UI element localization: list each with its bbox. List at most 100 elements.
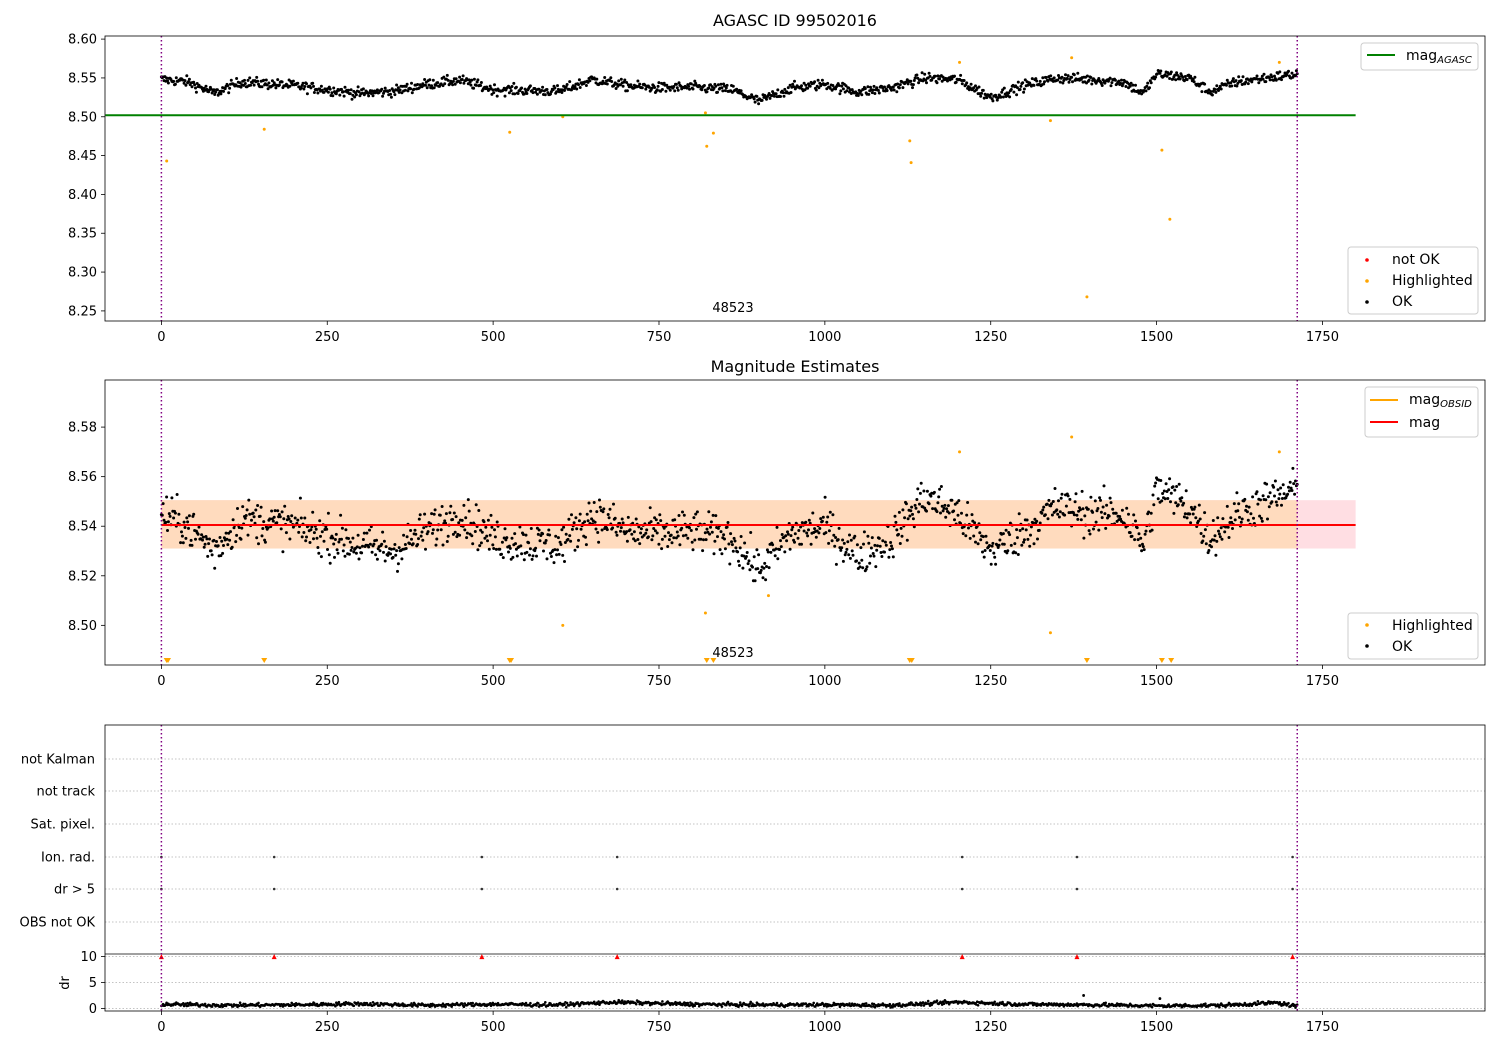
estimates-ok-point	[1105, 503, 1109, 507]
estimates-ok-point	[340, 526, 344, 530]
estimates-ok-point	[693, 538, 697, 542]
estimates-ok-point	[726, 521, 730, 524]
agasc-ok-point	[999, 95, 1003, 99]
agasc-ok-point	[928, 74, 932, 78]
estimates-ok-point	[720, 552, 724, 556]
agasc-ok-point	[354, 93, 358, 97]
estimates-ok-point	[919, 481, 923, 485]
estimates-ok-point	[827, 541, 831, 545]
estimates-ok-point	[784, 534, 788, 538]
agasc-ok-point	[927, 71, 931, 75]
estimates-ok-point	[1099, 498, 1102, 502]
estimates-ok-point	[597, 540, 601, 544]
agasc-ok-point	[779, 95, 782, 98]
agasc-frame	[104, 35, 1486, 322]
estimates-ok-point	[1166, 497, 1170, 500]
estimates-ok-point	[607, 516, 611, 520]
agasc-ok-point	[260, 85, 264, 89]
estimates-ok-point	[165, 495, 169, 499]
estimates-ok-point	[318, 519, 322, 523]
estimates-ok-point	[569, 539, 573, 543]
dr-point	[801, 1004, 804, 1007]
agasc-ok-point	[512, 81, 516, 85]
estimates-ok-point	[1073, 500, 1077, 504]
estimates-ok-point	[299, 516, 303, 520]
estimates-ok-point	[796, 536, 800, 540]
flag-event-point	[1075, 855, 1079, 859]
agasc-ok-point	[595, 77, 599, 81]
agasc-ok-point	[223, 87, 227, 91]
dr-clipped-marker	[271, 954, 277, 960]
estimates-ok-point	[510, 536, 514, 540]
flag-event-point	[1075, 887, 1079, 891]
dr-point	[290, 1001, 294, 1005]
estimates-ok-point	[1233, 518, 1237, 522]
agasc-ok-point	[813, 80, 817, 84]
agasc-ok-point	[650, 86, 654, 90]
agasc-ok-point	[375, 88, 379, 92]
agasc-ok-point	[676, 88, 680, 92]
estimates-ok-point	[453, 530, 457, 534]
estimates-ok-point	[1235, 491, 1239, 495]
estimates-ok-point	[1149, 511, 1153, 515]
estimates-ok-point	[1266, 495, 1270, 499]
estimates-ok-point	[1136, 538, 1140, 542]
estimates-ok-point	[1024, 528, 1028, 532]
agasc-ok-point	[950, 77, 954, 81]
estimates-ok-point	[245, 508, 249, 512]
agasc-ok-point	[673, 89, 677, 93]
agasc-ok-point	[316, 91, 320, 95]
agasc-ok-point	[739, 89, 743, 93]
estimates-ok-point	[793, 540, 796, 544]
estimates-xtick-label: 0	[157, 674, 165, 689]
estimates-ok-point	[1199, 532, 1203, 535]
estimates-ok-point	[861, 566, 865, 570]
agasc-ok-point	[913, 76, 917, 80]
estimates-ok-point	[887, 555, 891, 559]
estimates-ok-point	[605, 528, 609, 532]
agasc-ok-point	[1144, 89, 1148, 93]
agasc-ok-point	[299, 86, 303, 90]
agasc-ok-point	[1290, 71, 1294, 75]
estimates-ok-point	[678, 543, 682, 547]
flag-event-point	[1291, 887, 1294, 891]
agasc-ok-point	[564, 85, 568, 89]
estimates-ok-point	[536, 532, 540, 536]
agasc-ytick-label: 8.30	[68, 266, 97, 281]
estimates-ok-point	[1114, 511, 1118, 515]
estimates-ok-point	[1152, 503, 1156, 507]
agasc-ok-point	[1234, 79, 1238, 83]
agasc-highlighted-point	[1085, 295, 1089, 299]
agasc-ok-point	[331, 94, 335, 98]
estimates-ok-point	[767, 566, 771, 570]
agasc-ok-point	[173, 82, 177, 86]
agasc-ok-point	[395, 83, 399, 87]
agasc-ok-point	[543, 93, 547, 97]
agasc-ok-point	[528, 84, 532, 88]
estimates-ok-point	[457, 521, 461, 525]
estimates-ok-point	[391, 555, 395, 559]
dr-point	[563, 1003, 566, 1006]
legend-highlighted-label: Highlighted	[1392, 618, 1473, 634]
estimates-ok-point	[1287, 489, 1291, 493]
estimates-ok-point	[991, 541, 995, 545]
agasc-ok-point	[716, 83, 720, 87]
estimates-ok-point	[817, 531, 821, 535]
estimates-ok-point	[491, 543, 495, 547]
estimates-ok-point	[279, 527, 283, 531]
estimates-ok-point	[1229, 516, 1233, 520]
estimates-ok-point	[719, 530, 723, 534]
estimates-ok-point	[710, 530, 714, 534]
agasc-ok-point	[256, 79, 260, 83]
estimates-ok-point	[545, 557, 549, 561]
estimates-ok-point	[657, 542, 661, 546]
agasc-ok-point	[735, 87, 739, 91]
agasc-ok-point	[820, 78, 824, 82]
estimates-ok-point	[557, 552, 561, 556]
estimates-ok-point	[444, 512, 448, 516]
estimates-ok-point	[201, 535, 205, 539]
estimates-ok-point	[466, 498, 470, 502]
estimates-ok-point	[826, 515, 830, 519]
agasc-ok-point	[1113, 78, 1117, 82]
agasc-ok-point	[361, 87, 365, 91]
